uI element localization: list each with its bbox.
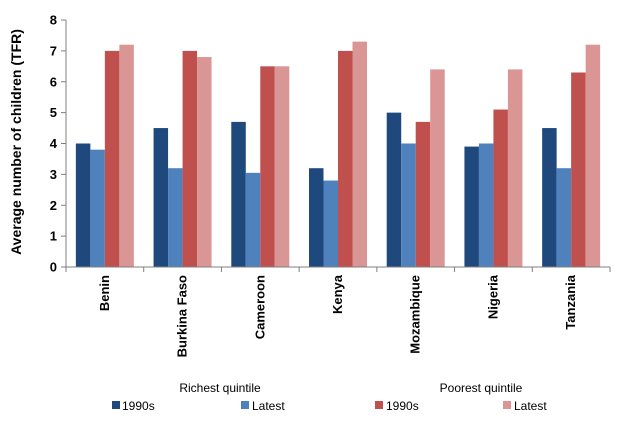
x-tick-label-kenya: Kenya: [330, 274, 345, 314]
bar-kenya-richest-quintile-latest: [323, 180, 338, 267]
bar-nigeria-richest-quintile-latest: [478, 143, 494, 267]
bar-burkina-faso-richest-quintile-1990s: [153, 128, 169, 267]
bar-benin-richest-quintile-latest: [90, 149, 105, 267]
bar-benin-poorest-quintile-1990s: [104, 50, 120, 268]
legend-swatch-richest-quintile-1990s: [112, 401, 120, 409]
bar-benin-poorest-quintile-latest: [119, 44, 134, 268]
y-axis-title: Average number of children (TFR): [8, 29, 24, 255]
bar-tanzania-poorest-quintile-latest: [585, 44, 601, 268]
bar-kenya-richest-quintile-1990s: [309, 168, 324, 267]
y-tick-label: 3: [50, 167, 57, 182]
bar-burkina-faso-poorest-quintile-1990s: [182, 50, 198, 268]
plot-area: 0 1 2 3 4 5 6 7 8: [50, 13, 611, 275]
legend-group-title-richest-quintile: Richest quintile: [179, 381, 261, 395]
x-tick-label-benin: Benin: [97, 275, 112, 311]
y-tick-label: 1: [50, 229, 57, 244]
bar-nigeria-poorest-quintile-1990s: [493, 109, 508, 267]
y-tick-label: 6: [50, 74, 57, 89]
bar-cameroon-richest-quintile-1990s: [231, 121, 246, 267]
x-axis-tick-labels: Benin Burkina Faso Cameroon Kenya Mozambique…: [97, 274, 578, 357]
legend-label-richest-quintile-1990s: 1990s: [122, 399, 155, 413]
bar-mozambique-poorest-quintile-1990s: [415, 121, 431, 267]
bar-kenya-poorest-quintile-1990s: [338, 50, 353, 268]
x-tick-label-cameroon: Cameroon: [252, 275, 267, 339]
bar-mozambique-richest-quintile-1990s: [386, 112, 402, 268]
bar-cameroon-richest-quintile-latest: [245, 172, 261, 267]
y-tick-label: 0: [50, 260, 57, 275]
bar-nigeria-richest-quintile-1990s: [464, 146, 479, 267]
bar-tanzania-richest-quintile-latest: [556, 168, 572, 267]
bar-mozambique-richest-quintile-latest: [401, 143, 416, 267]
legend-label-richest-quintile-latest: Latest: [252, 399, 285, 413]
y-tick-label: 4: [50, 136, 58, 151]
legend: Richest quintile 1990s Latest Poorest quint…: [112, 381, 547, 413]
x-tick-label-burkina-faso: Burkina Faso: [175, 275, 190, 357]
bar-tanzania-poorest-quintile-1990s: [571, 72, 586, 268]
bar-mozambique-poorest-quintile-latest: [430, 69, 445, 268]
x-tick-label-nigeria: Nigeria: [485, 274, 500, 319]
legend-swatch-poorest-quintile-latest: [503, 401, 511, 409]
x-tick-label-tanzania: Tanzania: [563, 274, 578, 329]
x-tick-label-mozambique: Mozambique: [408, 275, 423, 354]
bar-kenya-poorest-quintile-latest: [352, 41, 367, 267]
legend-swatch-richest-quintile-latest: [241, 401, 249, 409]
bar-nigeria-poorest-quintile-latest: [507, 69, 523, 268]
legend-label-poorest-quintile-latest: Latest: [514, 399, 547, 413]
legend-swatch-poorest-quintile-1990s: [375, 401, 383, 409]
legend-label-poorest-quintile-1990s: 1990s: [386, 399, 419, 413]
bar-benin-richest-quintile-1990s: [75, 143, 91, 267]
legend-group-title-poorest-quintile: Poorest quintile: [440, 381, 523, 395]
bar-tanzania-richest-quintile-1990s: [542, 128, 557, 267]
bar-burkina-faso-richest-quintile-latest: [168, 168, 183, 267]
y-tick-label: 5: [50, 105, 57, 120]
bar-cameroon-poorest-quintile-latest: [274, 66, 290, 267]
bar-cameroon-poorest-quintile-1990s: [260, 66, 275, 267]
y-tick-label: 2: [50, 198, 57, 213]
y-tick-label: 8: [50, 13, 57, 28]
bar-burkina-faso-poorest-quintile-latest: [197, 57, 212, 267]
y-tick-label: 7: [50, 43, 57, 58]
